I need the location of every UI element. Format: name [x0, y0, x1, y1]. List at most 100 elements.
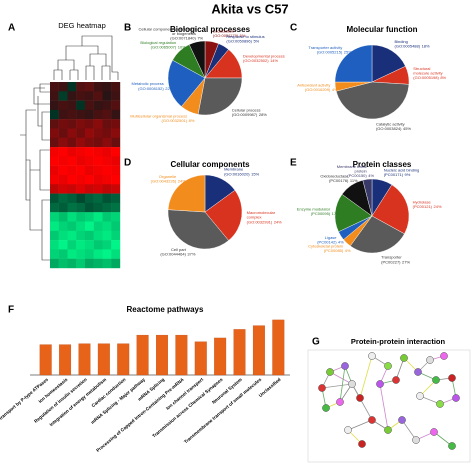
- heatmap-cell: [111, 249, 121, 259]
- heatmap-cell: [85, 147, 94, 157]
- network-node: [412, 436, 420, 444]
- slice-value: 25%: [344, 50, 352, 55]
- bar: [214, 337, 227, 376]
- network-node: [414, 368, 422, 376]
- heatmap-cell: [50, 128, 59, 138]
- heatmap-cell: [50, 147, 59, 157]
- heatmap-cell: [76, 230, 86, 241]
- slice-value: 6%: [240, 33, 246, 38]
- network-node: [344, 426, 352, 434]
- pie-slice: [362, 178, 373, 217]
- heatmap-cell: [111, 165, 121, 176]
- network-edge: [321, 383, 353, 389]
- slice-label: Nucleic acid binding: [384, 168, 420, 173]
- heatmap-cell: [93, 184, 103, 194]
- slice-code: (PC00085): [324, 248, 344, 253]
- network-node: [398, 416, 406, 424]
- panel-letter: C: [290, 23, 297, 34]
- slice-value: 5%: [253, 39, 259, 44]
- panel-letter: A: [8, 23, 15, 34]
- heatmap-cell: [76, 249, 86, 259]
- heatmap-cell: [85, 137, 94, 148]
- slice-label: Developmental process: [243, 54, 285, 59]
- heatmap-cell: [102, 165, 112, 176]
- heatmap-cell: [58, 249, 68, 259]
- heatmap-cell: [76, 175, 86, 185]
- heatmap-cell: [67, 119, 77, 129]
- heatmap-cell: [93, 165, 103, 176]
- heatmap-cell: [111, 202, 121, 213]
- slice-label: or biogenesis: [172, 31, 196, 36]
- heatmap-cell: [50, 221, 59, 231]
- x-tick-label: Cardiac conduction: [91, 377, 127, 409]
- heatmap-cell: [93, 221, 103, 231]
- heatmap-cell: [111, 128, 121, 138]
- slice-code: (GO:0050896): [226, 39, 252, 44]
- slice-label: Hydrolase: [413, 200, 432, 205]
- bar: [59, 344, 72, 376]
- heatmap-cell: [67, 240, 77, 250]
- bar: [97, 343, 110, 376]
- heatmap-cell: [50, 165, 59, 176]
- heatmap-cell: [93, 202, 103, 213]
- heatmap-cell: [102, 240, 112, 250]
- network-node: [452, 394, 460, 402]
- network-edge: [329, 371, 353, 385]
- heatmap-cell: [50, 202, 59, 213]
- heatmap-cell: [85, 221, 94, 231]
- slice-value: 27%: [402, 259, 410, 264]
- heatmap-cell: [67, 91, 77, 101]
- slice-code: (GO:0008152): [138, 86, 164, 91]
- slice-label: Binding: [395, 39, 408, 44]
- heatmap-cell: [50, 119, 59, 129]
- slice-code: (GO:0043226): [151, 179, 177, 184]
- network-node: [348, 380, 356, 388]
- heatmap-cell: [50, 175, 59, 185]
- pie-title: Molecular function: [346, 25, 417, 34]
- slice-label: Response to stimulus: [226, 34, 264, 39]
- heatmap-cell: [93, 82, 103, 92]
- slice-value: 11%: [350, 178, 358, 183]
- heatmap-cell: [58, 165, 68, 176]
- heatmap-cell: [85, 258, 94, 269]
- heatmap-cell: [76, 109, 86, 120]
- heatmap-cell: [93, 240, 103, 250]
- panel-letter: D: [124, 158, 131, 169]
- network-node: [436, 400, 444, 408]
- slice-value: 22%: [165, 86, 173, 91]
- heatmap-cell: [102, 175, 112, 185]
- bar: [272, 319, 285, 376]
- heatmap-cell: [67, 82, 77, 92]
- heatmap-cell: [102, 184, 112, 194]
- network-node: [341, 362, 349, 370]
- heatmap-cell: [67, 175, 77, 185]
- slice-value: 8%: [440, 75, 446, 80]
- heatmap-cell: [58, 156, 68, 166]
- network-node: [416, 392, 424, 400]
- heatmap-cell: [102, 156, 112, 166]
- slice-code: (GO:0071840): [170, 36, 196, 41]
- slice-code: (PC00171): [384, 172, 404, 177]
- heatmap-cell: [111, 212, 121, 222]
- heatmap-cell: [111, 230, 121, 241]
- slice-code: (GO:0016020): [224, 171, 250, 176]
- pie-slice: [334, 44, 373, 83]
- network-edge: [379, 383, 389, 431]
- bar: [78, 343, 91, 376]
- heatmap-cell: [93, 100, 103, 111]
- heatmap-cell: [76, 156, 86, 166]
- pie-slice: [335, 81, 410, 120]
- heatmap-cell: [102, 258, 112, 269]
- pie-slice: [167, 209, 229, 250]
- heatmap-cell: [85, 175, 94, 185]
- heatmap-cell: [76, 119, 86, 129]
- heatmap-cell: [111, 240, 121, 250]
- heatmap-cell: [102, 193, 112, 204]
- heatmap-cell: [85, 165, 94, 176]
- network-node: [384, 362, 392, 370]
- slice-label: Macromolecular: [247, 210, 276, 215]
- heatmap-cell: [67, 156, 77, 166]
- slice-value: 8%: [189, 118, 195, 123]
- heatmap-cell: [76, 212, 86, 222]
- heatmap-cell: [50, 137, 59, 148]
